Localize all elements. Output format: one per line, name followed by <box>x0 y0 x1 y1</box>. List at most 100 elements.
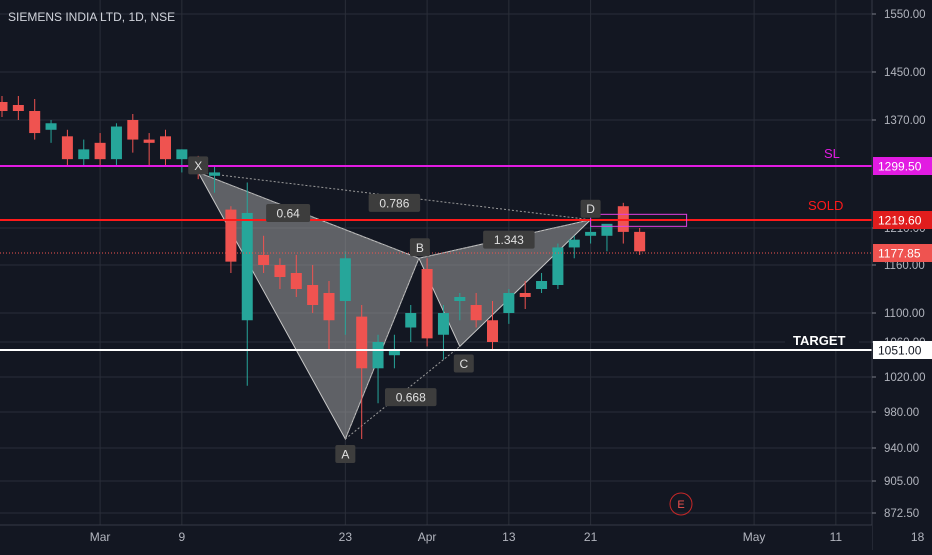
candle-body <box>29 111 41 134</box>
price-tick-label: 1550.00 <box>884 9 926 21</box>
ratio-label: 0.64 <box>276 206 300 220</box>
candle-body <box>0 102 8 111</box>
candle-body <box>437 313 449 335</box>
candle-body <box>110 126 122 160</box>
price-level-tag <box>873 211 932 229</box>
harmonic-pattern <box>197 171 593 441</box>
candle-body <box>487 320 498 342</box>
sl-text: SL <box>824 146 840 161</box>
candle-body <box>143 139 155 143</box>
candle-body <box>536 281 548 289</box>
price-tick-label: 1020.00 <box>884 372 926 384</box>
levels <box>0 165 872 351</box>
price-level-tag-label: 1299.50 <box>878 160 922 174</box>
candle-body <box>568 239 580 248</box>
time-tick-label: 23 <box>339 530 353 544</box>
candle-body <box>421 269 433 339</box>
price-tick-label: 980.00 <box>884 407 919 419</box>
price-tick-label: 1100.00 <box>884 308 925 320</box>
price-tick-label: 1450.00 <box>884 67 926 79</box>
candle-body <box>290 273 302 289</box>
price-level-tag <box>873 244 932 262</box>
candle-body <box>601 223 613 236</box>
price-tick-label: 1370.00 <box>884 115 926 127</box>
candle-body <box>127 120 139 140</box>
time-tick-label: Mar <box>90 530 111 544</box>
pattern-point-box <box>188 156 209 175</box>
price-tick-label: 905.00 <box>884 476 919 488</box>
target-label-bg <box>785 333 859 348</box>
price-level-tag-label: 1051.00 <box>878 344 922 358</box>
price-tick-label: 872.50 <box>884 508 919 520</box>
candle-body <box>12 105 24 111</box>
candle-body <box>176 149 188 160</box>
pattern-labels: SL SOLD TARGET X A B C D 0.64 0.786 1.343 0.668 E <box>188 146 859 516</box>
pattern-point-label: C <box>459 357 468 371</box>
candle-body <box>470 305 482 321</box>
pattern-point-label: X <box>194 159 202 173</box>
pattern-point-box <box>409 238 430 257</box>
candle-body <box>372 342 384 369</box>
pattern-ratio-line <box>198 171 420 259</box>
time-tick-label: Apr <box>418 530 437 544</box>
pattern-point-box <box>335 445 356 463</box>
price-level-tag <box>873 157 932 175</box>
candle-body <box>356 316 368 369</box>
price-level-tag-label: 1219.60 <box>878 214 922 228</box>
candle-body <box>339 258 351 301</box>
candle-body <box>258 254 270 265</box>
ratio-label: 0.786 <box>379 196 409 210</box>
pattern-point-box <box>580 199 601 218</box>
pattern-point-label: B <box>416 241 424 255</box>
candle-body <box>307 285 319 305</box>
price-tick-label: 940.00 <box>884 443 919 455</box>
ratio-label: 1.343 <box>494 233 524 247</box>
time-tick-label: 18 <box>911 530 925 544</box>
time-tick-label: 13 <box>502 530 516 544</box>
event-marker-label: E <box>677 499 684 511</box>
sold-text: SOLD <box>808 198 843 213</box>
candle-body <box>552 247 564 285</box>
candle-body <box>323 293 335 321</box>
ratio-box <box>483 230 535 249</box>
candle-body <box>94 142 106 160</box>
candle-body <box>634 231 646 252</box>
candle-body <box>274 265 286 277</box>
candle-body <box>241 212 253 321</box>
time-tick-label: 11 <box>830 530 843 544</box>
candle-body <box>519 293 531 297</box>
pattern-point-label: A <box>341 448 349 462</box>
ratio-label: 0.668 <box>396 391 426 405</box>
candle-body <box>585 231 597 236</box>
time-axis: Mar 9 23 Apr 13 21 May 11 18 <box>0 524 925 550</box>
pattern-ratio-line <box>418 219 591 259</box>
candle-body <box>61 136 73 160</box>
time-tick-label: May <box>743 530 766 544</box>
pattern-point-label: D <box>586 202 595 216</box>
price-level-tag-label: 1177.85 <box>878 247 921 261</box>
sold-zone-box <box>590 213 688 227</box>
time-tick-label: 21 <box>584 530 598 544</box>
price-level-tag <box>873 341 932 359</box>
candle-body <box>209 172 221 176</box>
pattern-point-box <box>453 354 474 373</box>
candle-body <box>405 313 417 328</box>
candle-body <box>503 293 515 313</box>
candle-body <box>388 350 400 356</box>
candle-body <box>45 123 57 130</box>
candle-body <box>454 297 466 301</box>
price-tick-label: 1160.00 <box>884 260 925 272</box>
candle-body <box>78 149 90 160</box>
candle-body <box>225 209 237 262</box>
event-marker-icon <box>669 492 693 516</box>
target-text: TARGET <box>793 333 846 348</box>
ratio-box <box>266 203 311 222</box>
candle-body <box>160 136 171 160</box>
ratio-box <box>385 388 437 407</box>
price-axis: 1550.001450.001370.001210.001160.001100.… <box>871 0 932 550</box>
chart-title: SIEMENS INDIA LTD, 1D, NSE <box>8 10 175 24</box>
ratio-box <box>368 193 421 212</box>
time-axis-bg <box>0 525 872 550</box>
